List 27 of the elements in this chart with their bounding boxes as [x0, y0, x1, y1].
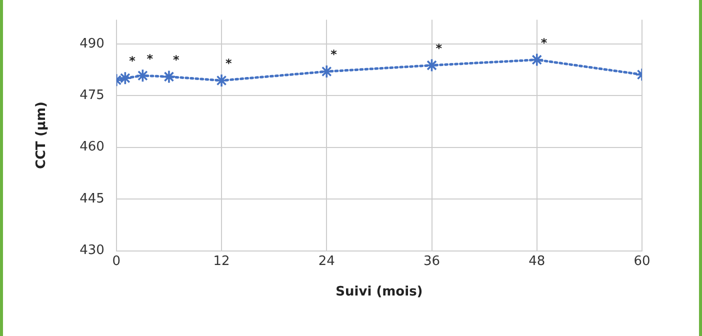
annotation: * — [226, 56, 233, 71]
point — [118, 71, 132, 85]
point — [320, 64, 334, 78]
y-tick-label: 460 — [80, 140, 104, 155]
x-tick-label: 12 — [213, 254, 230, 269]
x-tick-label: 0 — [112, 254, 121, 269]
point — [214, 74, 228, 88]
x-tick-label: 60 — [634, 254, 650, 269]
point — [162, 70, 176, 84]
annotation: * — [540, 36, 548, 50]
y-tick-label: 490 — [80, 36, 104, 52]
annotation: * — [172, 52, 180, 67]
annotation: * — [436, 41, 443, 56]
x-tick-label: 48 — [528, 254, 546, 269]
point — [530, 52, 544, 67]
x-axis-title: Suivi (mois) — [336, 284, 423, 300]
point — [136, 68, 150, 83]
point — [424, 58, 439, 72]
x-tick-label: 36 — [423, 254, 440, 269]
x-tick-label: 24 — [318, 254, 335, 269]
y-axis-title: CCT (µm) — [34, 102, 50, 170]
annotation: * — [129, 54, 136, 68]
annotation: * — [146, 52, 154, 66]
y-tick-label: 430 — [80, 243, 104, 258]
y-tick-label: 475 — [80, 88, 104, 104]
y-tick-label: 445 — [80, 191, 104, 206]
annotation: * — [330, 48, 338, 62]
